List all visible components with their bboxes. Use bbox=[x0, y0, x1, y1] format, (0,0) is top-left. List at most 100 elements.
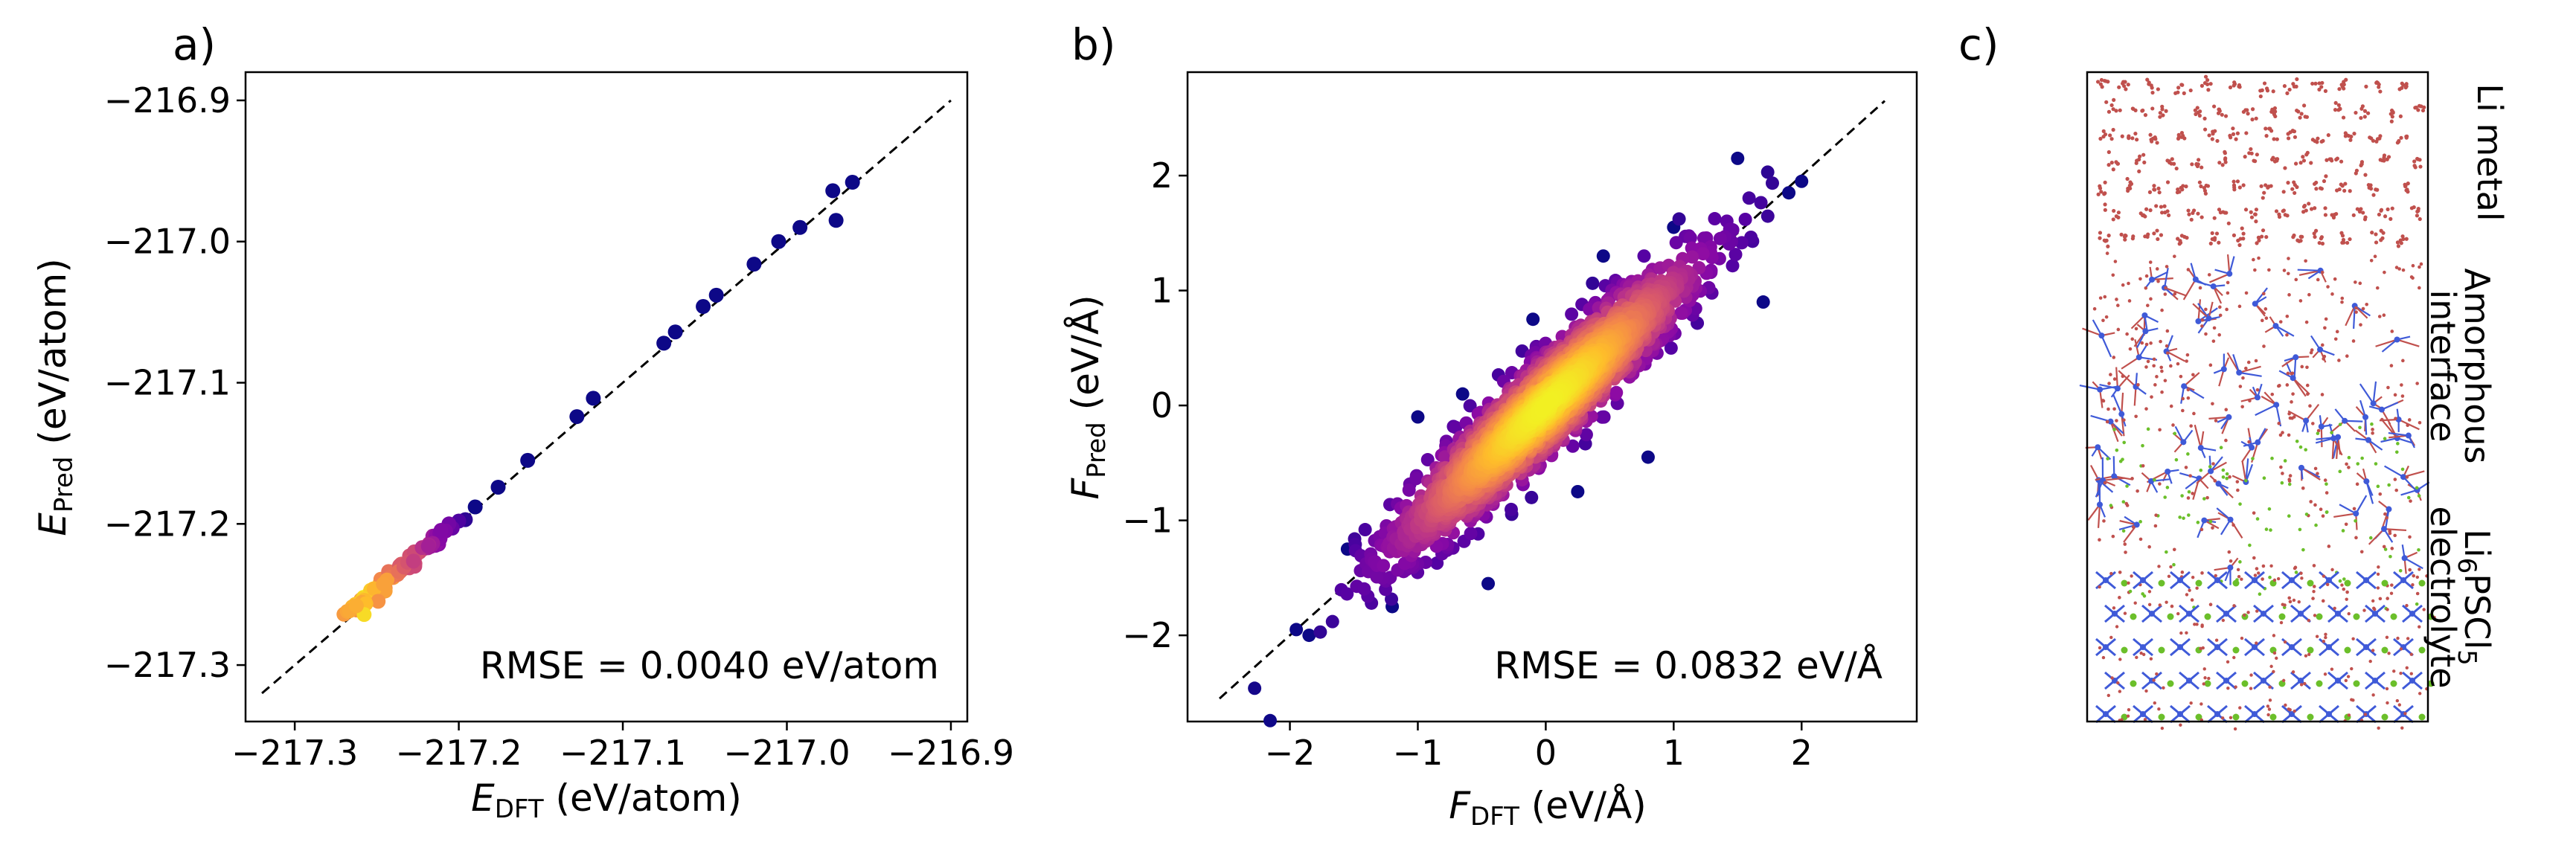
li-atom bbox=[2231, 126, 2235, 131]
li-atom bbox=[2272, 578, 2277, 582]
li-atom bbox=[2382, 544, 2386, 549]
ps-atom bbox=[2330, 435, 2337, 442]
li-atom bbox=[2202, 667, 2206, 671]
a-xtick-label: −216.9 bbox=[888, 733, 1014, 773]
cl-atom bbox=[2174, 457, 2179, 462]
bond bbox=[2087, 504, 2101, 521]
li-atom bbox=[2304, 259, 2307, 263]
ps-atom bbox=[2405, 432, 2412, 439]
ps-atom bbox=[2208, 468, 2214, 475]
li-atom bbox=[2333, 100, 2338, 106]
p-atom bbox=[2335, 678, 2341, 684]
li-atom bbox=[2359, 550, 2364, 554]
li-atom bbox=[2169, 565, 2173, 569]
cl-atom bbox=[2167, 680, 2174, 687]
bond bbox=[2245, 463, 2254, 483]
li-atom bbox=[2167, 213, 2171, 218]
force-point bbox=[1734, 236, 1749, 250]
li-atom bbox=[2397, 703, 2402, 707]
li-atom bbox=[2236, 488, 2240, 492]
li-atom bbox=[2202, 682, 2205, 686]
cl-atom bbox=[2186, 452, 2190, 456]
cl-atom bbox=[2204, 613, 2211, 620]
li-atom bbox=[2217, 107, 2221, 112]
li-atom bbox=[2412, 205, 2416, 210]
li-atom bbox=[2274, 157, 2278, 161]
li-atom bbox=[2378, 597, 2383, 601]
li-atom bbox=[2285, 332, 2289, 337]
li-atom bbox=[2299, 683, 2304, 687]
cl-atom bbox=[2122, 440, 2127, 445]
li-atom bbox=[2112, 407, 2116, 411]
li-atom bbox=[2379, 208, 2383, 213]
li-atom bbox=[2348, 189, 2352, 193]
ps-atom bbox=[2096, 501, 2103, 508]
li-atom bbox=[2095, 80, 2101, 84]
li-atom bbox=[2109, 571, 2113, 576]
ps-atom bbox=[2226, 271, 2233, 277]
li-atom bbox=[2291, 670, 2295, 674]
bond bbox=[2151, 277, 2173, 280]
li-atom bbox=[2274, 209, 2279, 213]
li-atom bbox=[2349, 135, 2354, 139]
li-atom bbox=[2125, 504, 2130, 507]
li-atom bbox=[2330, 667, 2334, 671]
li-atom bbox=[2305, 150, 2310, 155]
force-point bbox=[1377, 559, 1391, 573]
li-atom bbox=[2303, 681, 2307, 686]
li-atom bbox=[2249, 147, 2253, 152]
li-atom bbox=[2272, 634, 2276, 637]
li-atom bbox=[2211, 526, 2214, 530]
li-atom bbox=[2197, 113, 2202, 118]
li-atom bbox=[2214, 231, 2220, 236]
li-atom bbox=[2354, 310, 2358, 314]
cl-atom bbox=[2195, 579, 2202, 587]
cl-atom bbox=[2381, 579, 2388, 587]
force-point bbox=[1683, 231, 1697, 245]
li-atom bbox=[2299, 571, 2303, 575]
li-atom bbox=[2111, 534, 2115, 539]
bond bbox=[2134, 338, 2140, 358]
li-atom bbox=[2278, 433, 2283, 437]
li-atom bbox=[2227, 550, 2231, 554]
li-atom bbox=[2170, 604, 2174, 608]
li-atom bbox=[2190, 162, 2194, 167]
li-atom bbox=[2255, 609, 2259, 613]
li-atom bbox=[2103, 191, 2107, 196]
li-atom bbox=[2101, 655, 2106, 660]
panel-b-xlabel-sub: DFT bbox=[1470, 802, 1519, 832]
cl-atom bbox=[2130, 613, 2137, 620]
li-atom bbox=[2335, 330, 2339, 334]
cl-atom bbox=[2344, 579, 2351, 587]
cl-atom bbox=[2356, 462, 2360, 466]
li-atom bbox=[2098, 186, 2103, 190]
li-atom bbox=[2126, 83, 2130, 87]
li-atom bbox=[2172, 161, 2176, 166]
force-point bbox=[1463, 399, 1477, 413]
panel-b-yticks: −2 −1 0 1 2 bbox=[1122, 155, 1188, 655]
li-atom bbox=[2264, 316, 2269, 321]
p-atom bbox=[2252, 711, 2258, 717]
li-atom bbox=[2281, 190, 2286, 194]
li-atom bbox=[2279, 465, 2283, 469]
li-atom bbox=[2269, 157, 2275, 162]
cl-atom bbox=[2338, 422, 2342, 426]
bond bbox=[2254, 287, 2268, 305]
li-atom bbox=[2105, 251, 2109, 255]
cl-atom bbox=[2268, 575, 2272, 579]
li-atom bbox=[2291, 82, 2295, 86]
bond bbox=[2082, 327, 2102, 337]
cl-atom bbox=[2146, 427, 2150, 431]
ps-atom bbox=[2097, 386, 2104, 393]
energy-point bbox=[569, 409, 585, 425]
force-point bbox=[1641, 450, 1655, 464]
li-atom bbox=[2371, 693, 2375, 697]
li-atom bbox=[2407, 418, 2412, 422]
li-atom bbox=[2342, 83, 2346, 87]
li-atom bbox=[2115, 625, 2119, 629]
cl-atom bbox=[2112, 428, 2116, 431]
li-atom bbox=[2258, 89, 2263, 93]
li-atom bbox=[2101, 135, 2106, 139]
bond bbox=[2210, 456, 2223, 472]
force-point bbox=[1669, 236, 1683, 250]
